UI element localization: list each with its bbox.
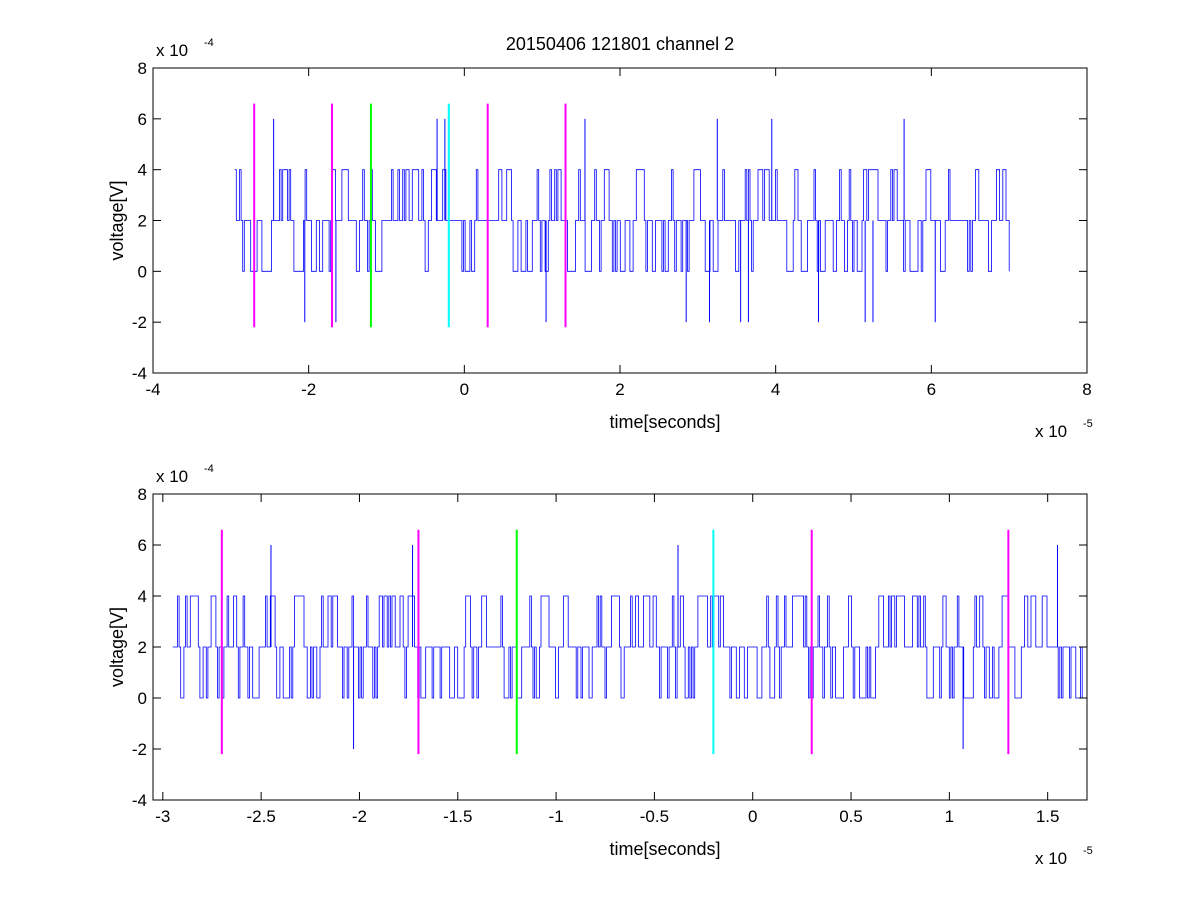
x-tick-label: -2: [352, 807, 367, 826]
x-tick-label: 6: [927, 380, 936, 399]
x-tick-label: -1: [549, 807, 564, 826]
y-tick-label: 2: [138, 212, 147, 231]
x-tick-label: -4: [145, 380, 160, 399]
x-tick-label: 1.5: [1036, 807, 1060, 826]
y-tick-label: 8: [138, 485, 147, 504]
y-exponent-label: x 10: [156, 467, 188, 486]
y-tick-label: 6: [138, 110, 147, 129]
x-exponent-label: x 10: [1035, 849, 1067, 868]
x-tick-label: -2: [301, 380, 316, 399]
y-exponent-power: -4: [204, 37, 214, 49]
subplot-2: -3 -2.5 -2 -1.5 -1 -0.5 0 0.5 1 1.5 -4 -2 0 2 4 6 8 time[…: [107, 463, 1093, 868]
x-tick-label: -1.5: [443, 807, 472, 826]
y-exponent-power: -4: [204, 463, 214, 475]
x-axis-label: time[seconds]: [609, 839, 720, 859]
x-tick-label: -2.5: [246, 807, 275, 826]
x-tick-label: 2: [615, 380, 624, 399]
y-tick-label: 2: [138, 638, 147, 657]
y-tick-label: 6: [138, 536, 147, 555]
x-axis-label: time[seconds]: [609, 412, 720, 432]
y-exponent-label: x 10: [156, 41, 188, 60]
signal-trace: [172, 595, 1088, 699]
x-tick-label: 0: [748, 807, 757, 826]
x-tick-label: 0: [460, 380, 469, 399]
y-tick-label: 4: [138, 587, 147, 606]
x-tick-label: -0.5: [640, 807, 669, 826]
x-exponent-power: -5: [1083, 845, 1093, 857]
y-tick-label: 0: [138, 689, 147, 708]
subplots: -4 -2 0 2 4 6 8 -4 -2 0 2 4 6 8 time[seconds] voltage[V…: [107, 37, 1093, 868]
y-axis-label: voltage[V]: [107, 180, 127, 260]
y-tick-label: -4: [132, 364, 147, 383]
x-exponent-power: -5: [1083, 418, 1093, 430]
y-tick-label: -2: [132, 313, 147, 332]
x-tick-label: 8: [1082, 380, 1091, 399]
signal-trace: [234, 169, 1010, 272]
y-tick-label: -4: [132, 791, 147, 810]
y-axis-label: voltage[V]: [107, 607, 127, 687]
y-tick-label: 0: [138, 262, 147, 281]
y-tick-label: -2: [132, 740, 147, 759]
y-tick-label: 4: [138, 161, 147, 180]
x-tick-label: 1: [945, 807, 954, 826]
x-tick-label: 0.5: [839, 807, 863, 826]
x-tick-label: 4: [771, 380, 780, 399]
y-tick-label: 8: [138, 59, 147, 78]
figure-title: 20150406 121801 channel 2: [506, 34, 734, 54]
x-exponent-label: x 10: [1035, 422, 1067, 441]
subplot-1: -4 -2 0 2 4 6 8 -4 -2 0 2 4 6 8 time[seconds] voltage[V…: [107, 37, 1093, 441]
x-tick-label: -3: [155, 807, 170, 826]
